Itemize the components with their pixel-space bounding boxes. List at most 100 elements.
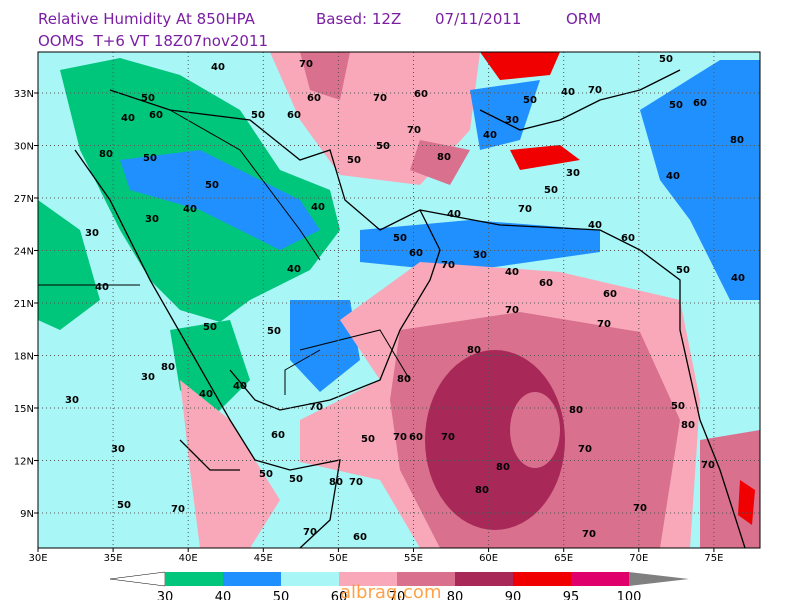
contour-label: 50 [361,434,375,445]
contour-label: 30 [566,168,580,179]
contour-label: 60 [271,430,285,441]
colorbar: 30 40 50 60 70 80 90 95 100 [109,571,689,600]
contour-label: 70 [441,260,455,271]
grid [38,52,760,548]
contour-label: 30 [505,115,519,126]
colorbar-label: 30 [157,590,174,600]
contour-label: 80 [569,405,583,416]
contour-label: 70 [303,527,317,538]
axes: 30E 35E 40E 45E 50E 55E 60E 65E 70E 75E 33N 30N 27N 2… [14,89,724,564]
contour-label: 80 [329,477,343,488]
contour-label: 30 [473,250,487,261]
lon-label: 35E [104,553,123,564]
color-swatch [165,572,223,586]
contour-label: 50 [203,322,217,333]
lat-label: 12N [14,457,34,468]
color-swatch [223,572,281,586]
lat-label: 18N [14,352,34,363]
lon-label: 40E [179,553,198,564]
contour-label: 60 [149,110,163,121]
contour-label: 50 [289,474,303,485]
contour-label: 70 [633,503,647,514]
colorbar-label: 95 [563,590,580,600]
contour-label: 80 [437,152,451,163]
contour-label: 50 [141,93,155,104]
contour-label: 30 [65,395,79,406]
contour-label: 50 [117,500,131,511]
contour-label: 50 [669,100,683,111]
contour-label: 80 [681,420,695,431]
contour-label: 60 [621,233,635,244]
lat-label: 21N [14,299,34,310]
contour-label: 70 [505,305,519,316]
contour-label: 30 [145,214,159,225]
contour-label: 60 [414,89,428,100]
field [120,60,760,392]
based: Based: 12Z [316,10,401,28]
contour-label: 70 [518,204,532,215]
color-swatch [397,572,455,586]
contour-label: 50 [143,153,157,164]
contour-label: 40 [561,87,575,98]
contour-label: 70 [597,319,611,330]
contour-label: 70 [582,529,596,540]
contour-label: 70 [588,85,602,96]
lon-label: 75E [704,553,723,564]
contour-label: 30 [111,444,125,455]
contour-label: 70 [441,432,455,443]
contour-label: 70 [393,432,407,443]
lat-label: 33N [14,89,34,100]
contour-label: 50 [393,233,407,244]
contour-label: 40 [505,267,519,278]
contour-label: 60 [539,278,553,289]
contour-label: 40 [121,113,135,124]
colorbar-label: 80 [447,590,464,600]
arrow-low [109,571,166,587]
color-swatch [281,572,339,586]
contour-label: 60 [409,248,423,259]
contour-label: 50 [659,54,673,65]
lat-label: 30N [14,142,34,153]
contour-label: 50 [376,141,390,152]
lon-label: 50E [329,553,348,564]
lon-label: 30E [28,553,47,564]
contour-label: 40 [199,389,213,400]
color-swatch [571,572,629,586]
contour-label: 50 [251,110,265,121]
contour-label: 70 [407,125,421,136]
lon-label: 55E [404,553,423,564]
contour-label: 60 [603,289,617,300]
contour-label: 80 [161,362,175,373]
lon-label: 45E [254,553,273,564]
field [510,392,560,468]
subtitle: OOMS T+6 VT 18Z07nov2011 [38,32,268,50]
colorbar-label: 60 [331,590,348,600]
colorbar-label: 40 [215,590,232,600]
contour-label: 30 [141,372,155,383]
contour-label: 40 [588,220,602,231]
contour-label: 70 [578,444,592,455]
contour-label: 70 [171,504,185,515]
field [38,200,250,420]
colorbar-label: 50 [273,590,290,600]
field [300,52,470,185]
contour-label: 40 [95,282,109,293]
lat-label: 9N [20,509,34,520]
contour-label: 80 [475,485,489,496]
contour-label: 60 [307,93,321,104]
date: 07/11/2011 [435,10,521,28]
contour-label: 40 [447,209,461,220]
contour-label: 60 [287,110,301,121]
frame [37,51,761,549]
contour-label: 50 [676,265,690,276]
lat-label: 24N [14,247,34,258]
contour-label: 70 [373,93,387,104]
colorbar-label: 100 [617,590,642,600]
contour-label: 40 [183,204,197,215]
contour-label: 50 [347,155,361,166]
contour-label: 80 [467,345,481,356]
contour-label: 50 [544,185,558,196]
contour-label: 50 [267,326,281,337]
